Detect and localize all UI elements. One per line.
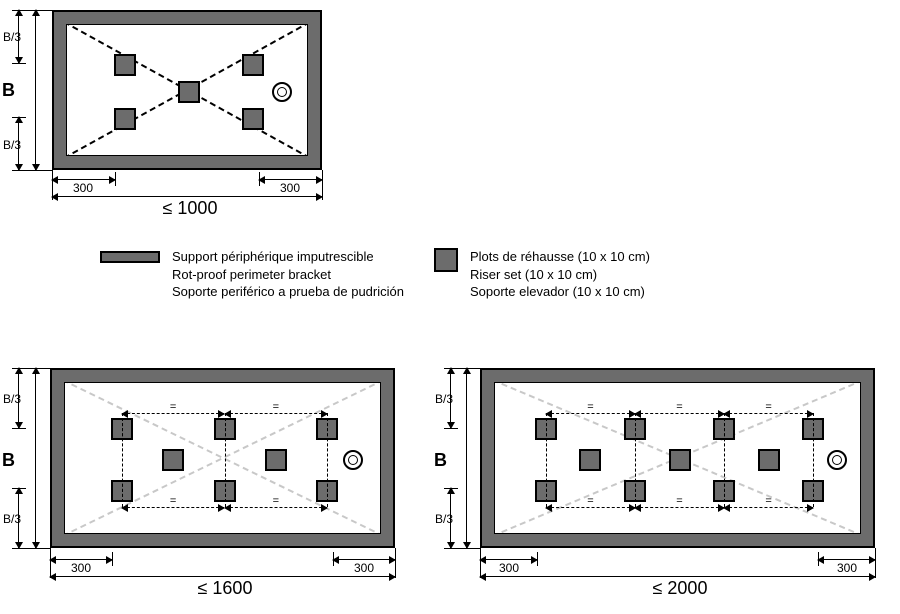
dim-tick xyxy=(12,63,26,64)
legend-riser: Plots de réhausse (10 x 10 cm) Riser set… xyxy=(434,248,650,301)
dim-tick xyxy=(12,368,50,369)
dim-line xyxy=(35,368,36,548)
legend-text-es: Soporte elevador (10 x 10 cm) xyxy=(470,283,650,301)
dim-tick xyxy=(12,170,52,171)
dim-tick xyxy=(444,548,480,549)
dim-tick xyxy=(444,368,480,369)
legend-riser-icon xyxy=(434,248,458,272)
legend-text-fr: Plots de réhausse (10 x 10 cm) xyxy=(470,248,650,266)
dim-line xyxy=(50,576,395,577)
perimeter-bracket xyxy=(54,12,320,168)
legend-bracket-icon xyxy=(100,251,160,263)
dim-line xyxy=(259,179,322,180)
dim-300-l: 300 xyxy=(58,181,108,195)
dim-tick xyxy=(12,10,52,11)
legend-text-fr: Support périphérique imputrescible xyxy=(172,248,404,266)
legend: Support périphérique imputrescible Rot-p… xyxy=(100,248,650,301)
dim-width-small: ≤ 1000 xyxy=(120,198,260,219)
tray-large: ====== xyxy=(480,368,875,548)
dim-tick xyxy=(12,548,50,549)
dim-300-r: 300 xyxy=(265,181,315,195)
dim-label-b3-bot: B/3 xyxy=(0,512,24,526)
dim-label-b3-top: B/3 xyxy=(432,392,456,406)
legend-bracket: Support périphérique imputrescible Rot-p… xyxy=(100,248,404,301)
dim-label-b: B xyxy=(2,450,15,471)
legend-text-en: Rot-proof perimeter bracket xyxy=(172,266,404,284)
dim-tick xyxy=(444,428,458,429)
tray-medium: ==== xyxy=(50,368,395,548)
legend-text-en: Riser set (10 x 10 cm) xyxy=(470,266,650,284)
dim-tick xyxy=(12,488,26,489)
perimeter-bracket xyxy=(482,370,873,546)
dim-width-large: ≤ 2000 xyxy=(600,578,760,599)
dim-line xyxy=(52,196,322,197)
dim-label-b3-bot: B/3 xyxy=(432,512,456,526)
dim-line xyxy=(52,179,115,180)
tray-small xyxy=(52,10,322,170)
dim-tick xyxy=(12,117,26,118)
legend-bracket-text: Support périphérique imputrescible Rot-p… xyxy=(172,248,404,301)
dim-line xyxy=(480,559,537,560)
dim-tick xyxy=(12,428,26,429)
dim-line xyxy=(333,559,395,560)
dim-line xyxy=(50,559,112,560)
dim-label-b3-top: B/3 xyxy=(0,30,24,44)
dim-line xyxy=(818,559,875,560)
dim-300-r: 300 xyxy=(822,561,872,575)
dim-300-l: 300 xyxy=(484,561,534,575)
dim-line xyxy=(35,10,36,170)
dim-label-b: B xyxy=(2,80,15,101)
dim-width-medium: ≤ 1600 xyxy=(150,578,300,599)
dim-line xyxy=(480,576,875,577)
dim-tick xyxy=(444,488,458,489)
legend-text-es: Soporte periférico a prueba de pudrición xyxy=(172,283,404,301)
perimeter-bracket xyxy=(52,370,393,546)
dim-line xyxy=(466,368,467,548)
dim-label-b: B xyxy=(434,450,447,471)
dim-label-b3-bot: B/3 xyxy=(0,138,24,152)
dim-300-l: 300 xyxy=(56,561,106,575)
legend-riser-text: Plots de réhausse (10 x 10 cm) Riser set… xyxy=(470,248,650,301)
dim-label-b3-top: B/3 xyxy=(0,392,24,406)
dim-300-r: 300 xyxy=(339,561,389,575)
